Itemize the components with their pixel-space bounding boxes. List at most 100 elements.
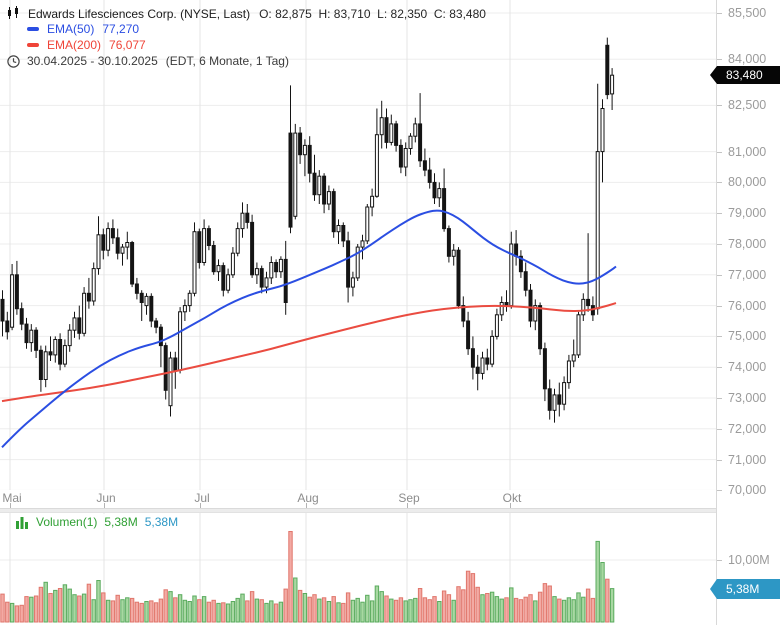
volume-bar	[139, 602, 144, 623]
volume-bar	[230, 601, 236, 623]
volume-bar	[533, 600, 538, 623]
volume-bar	[110, 600, 116, 623]
legend-volume[interactable]: Volumen(1) 5,38M 5,38M	[12, 514, 183, 530]
ema50-value: 77,270	[102, 22, 140, 36]
candle	[365, 206, 370, 242]
candle	[336, 225, 341, 233]
volume-legend-label: Volumen(1)	[36, 515, 98, 529]
volume-bar	[489, 591, 495, 623]
volume-bar	[451, 599, 456, 623]
candle	[470, 348, 475, 368]
volume-bar	[43, 581, 48, 623]
last-volume-label: 5,38M	[726, 581, 760, 596]
candle	[226, 274, 231, 291]
volume-bar	[590, 597, 596, 623]
date-range-row: 30.04.2025 - 30.10.2025 (EDT, 6 Monate, …	[7, 54, 289, 68]
candle	[518, 255, 523, 273]
volume-bar	[331, 596, 336, 623]
month-tick	[104, 503, 105, 508]
volume-bar	[437, 601, 442, 623]
volume-bar	[609, 588, 615, 623]
volume-bar	[403, 600, 408, 623]
ema200-swatch	[27, 43, 39, 47]
volume-bar	[552, 596, 557, 623]
volume-bar	[225, 603, 231, 623]
volume-bar	[499, 598, 504, 623]
axis-tick-label: 79,000	[728, 206, 767, 221]
volume-bar	[585, 588, 591, 623]
candle	[576, 314, 581, 356]
candle	[192, 231, 197, 294]
ema50-line	[1, 209, 617, 448]
candle	[96, 234, 101, 270]
volume-bar	[441, 590, 447, 623]
volume-bar	[518, 599, 524, 623]
axis-tick-mark	[717, 367, 722, 369]
candle	[346, 240, 351, 288]
volume-bar	[297, 589, 303, 623]
candle	[125, 242, 130, 248]
volume-bar	[485, 593, 490, 623]
volume-bars	[0, 531, 615, 623]
candle	[355, 246, 360, 279]
volume-bar	[254, 598, 260, 623]
volume-bar	[38, 586, 44, 623]
volume-bar	[81, 593, 87, 623]
month-label: Okt	[502, 491, 522, 505]
candle	[586, 298, 591, 307]
last-price-badge: 83,480	[710, 66, 780, 85]
candle	[19, 308, 24, 325]
candle	[370, 195, 375, 208]
volume-bar	[158, 598, 164, 623]
candle	[221, 265, 226, 291]
time-axis[interactable]: Mai Jun Jul Aug Sep Okt	[0, 490, 716, 508]
axis-tick-mark	[717, 151, 722, 153]
candle	[398, 144, 403, 168]
volume-bar	[0, 593, 5, 623]
candle	[235, 228, 240, 254]
ema200-line	[1, 302, 617, 403]
candle	[437, 188, 442, 199]
candle	[259, 268, 264, 288]
volume-bar	[355, 597, 360, 623]
candle	[389, 123, 394, 143]
legend-ema50[interactable]: EMA(50) 77,270	[27, 22, 139, 36]
ema50-label: EMA(50)	[47, 22, 95, 36]
candle	[62, 345, 67, 365]
legend-ema200[interactable]: EMA(200) 76,077	[27, 38, 146, 52]
axis-tick-mark	[717, 428, 722, 430]
volume-bar	[369, 600, 375, 623]
candle	[538, 305, 543, 350]
candle	[264, 277, 269, 288]
volume-bar	[19, 604, 24, 623]
axis-tick-mark	[717, 59, 722, 61]
volume-bar	[557, 598, 562, 623]
volume-bar	[5, 601, 10, 623]
candle	[278, 258, 283, 273]
candle	[350, 277, 355, 288]
candle	[384, 117, 389, 143]
candle	[187, 292, 192, 307]
candle	[38, 349, 43, 380]
volume-bar	[144, 601, 149, 623]
month-tick	[510, 503, 511, 508]
volume-bar	[537, 591, 543, 623]
volume-bar	[115, 594, 120, 623]
panel-separator[interactable]	[0, 508, 780, 513]
candle	[154, 320, 159, 328]
candle	[14, 274, 19, 310]
volume-bar	[345, 592, 351, 623]
candle	[211, 245, 216, 273]
volume-value-green: 5,38M	[104, 515, 138, 529]
candle	[110, 228, 115, 239]
candle	[422, 160, 427, 171]
candle	[413, 123, 418, 137]
axis-tick-label: 10,00M	[728, 553, 770, 567]
volume-bar	[211, 599, 216, 623]
price-axis[interactable]: 85,500 84,000 82,500 81,000 80,000 79,000 78,0…	[716, 0, 780, 625]
axis-tick-label: 75,000	[728, 329, 767, 344]
candle	[101, 234, 106, 251]
volume-bar	[206, 601, 212, 623]
candle	[322, 175, 327, 205]
